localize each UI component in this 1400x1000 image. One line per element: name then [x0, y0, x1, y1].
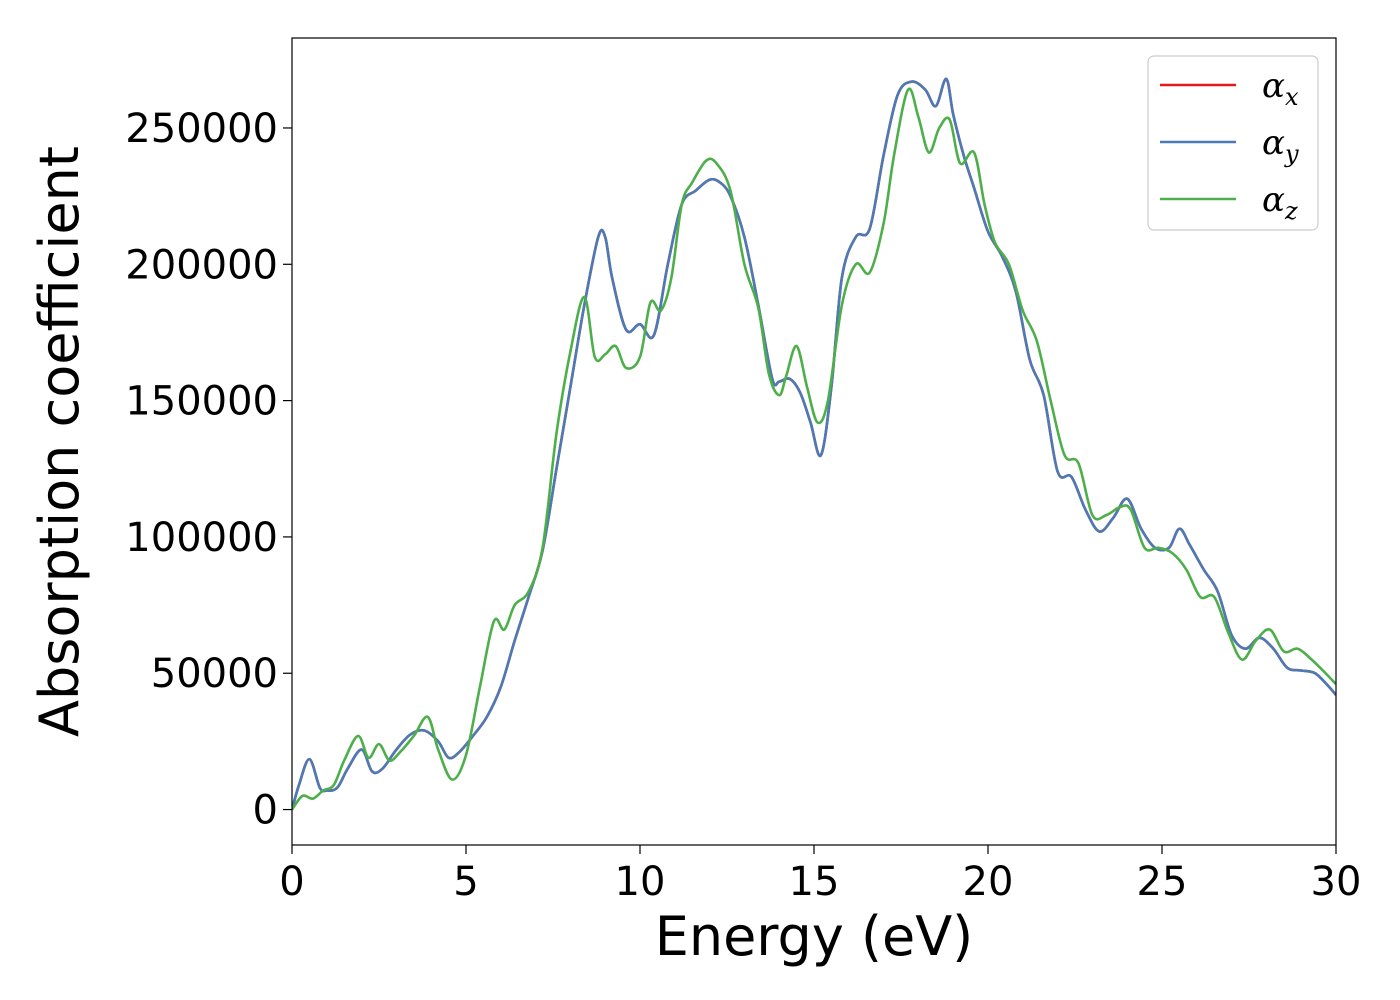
y-tick-label: 200000	[125, 242, 278, 288]
x-tick-label: 25	[1137, 859, 1188, 905]
x-tick-label: 20	[963, 859, 1014, 905]
y-tick-label: 50000	[151, 651, 278, 697]
x-tick-label: 0	[279, 859, 304, 905]
y-axis-ticks: 0 50000 100000 150000 200000 250000	[125, 106, 292, 834]
legend: αx αy αz	[1147, 55, 1319, 231]
y-tick-label: 0	[253, 788, 278, 834]
legend-label-y: αy	[1262, 123, 1299, 168]
legend-label-x: αx	[1262, 66, 1299, 111]
x-tick-label: 5	[453, 859, 478, 905]
x-tick-label: 10	[615, 859, 666, 905]
x-axis-ticks: 0 5 10 15 20 25 30	[279, 845, 1361, 905]
x-tick-label: 15	[789, 859, 840, 905]
series-line-y	[292, 77, 1336, 810]
x-axis-title: Energy (eV)	[655, 905, 974, 968]
series-line-z	[292, 87, 1336, 811]
plot-lines	[292, 77, 1336, 811]
x-tick-label: 30	[1311, 859, 1362, 905]
legend-label-z: αz	[1262, 180, 1298, 225]
y-tick-label: 150000	[125, 379, 278, 425]
y-tick-label: 250000	[125, 106, 278, 152]
y-axis-title: Absorption coefficient	[28, 146, 91, 737]
y-tick-label: 100000	[125, 515, 278, 561]
